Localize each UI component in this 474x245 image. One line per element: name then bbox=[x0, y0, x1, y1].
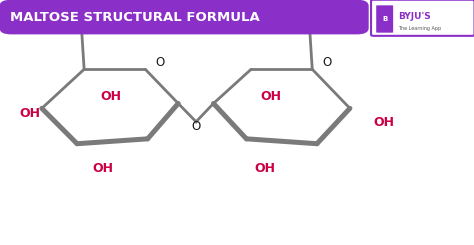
Text: OH: OH bbox=[374, 116, 394, 129]
Text: O: O bbox=[191, 120, 201, 133]
Text: OH: OH bbox=[110, 19, 127, 29]
Text: B: B bbox=[382, 16, 387, 22]
Text: OH: OH bbox=[20, 107, 41, 120]
Text: OH: OH bbox=[92, 162, 113, 175]
Text: BYJU'S: BYJU'S bbox=[398, 12, 430, 21]
Text: O: O bbox=[323, 56, 332, 69]
FancyBboxPatch shape bbox=[0, 0, 369, 34]
Text: The Learning App: The Learning App bbox=[398, 26, 441, 31]
Text: 2: 2 bbox=[331, 21, 336, 30]
Text: CH: CH bbox=[84, 19, 100, 29]
Text: OH: OH bbox=[100, 90, 122, 103]
Text: MALTOSE STRUCTURAL FORMULA: MALTOSE STRUCTURAL FORMULA bbox=[10, 11, 260, 24]
Text: CH: CH bbox=[312, 19, 328, 29]
Text: OH: OH bbox=[255, 162, 276, 175]
Text: OH: OH bbox=[261, 90, 282, 103]
Text: OH: OH bbox=[338, 19, 355, 29]
Text: O: O bbox=[156, 56, 165, 69]
Text: 2: 2 bbox=[103, 21, 108, 30]
FancyBboxPatch shape bbox=[376, 5, 393, 33]
FancyBboxPatch shape bbox=[371, 0, 474, 36]
